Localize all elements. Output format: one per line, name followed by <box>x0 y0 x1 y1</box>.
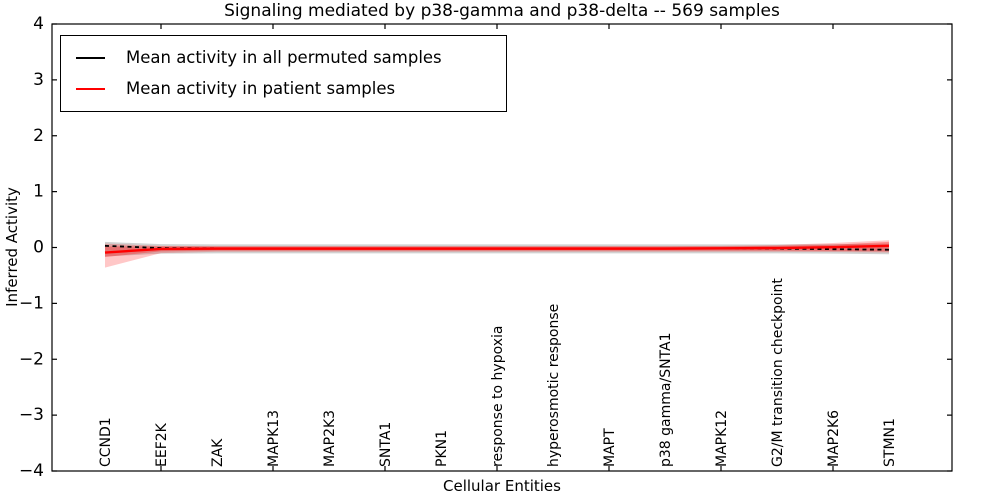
legend-item-patient: Mean activity in patient samples <box>61 73 506 104</box>
x-tick-label: STMN1 <box>882 418 898 467</box>
x-axis-label: Cellular Entities <box>443 477 561 495</box>
x-tick-label: ZAK <box>210 438 226 467</box>
x-tick-label: response to hypoxia <box>490 326 506 467</box>
x-tick-label: EEF2K <box>154 422 170 467</box>
x-tick-label: G2/M transition checkpoint <box>770 278 786 467</box>
x-tick-label: p38 gamma/SNTA1 <box>658 333 674 468</box>
x-tick-label: CCND1 <box>98 417 114 467</box>
y-tick-label: −1 <box>19 293 44 313</box>
series-line-patient <box>104 244 890 254</box>
x-tick-label: MAP2K6 <box>826 410 842 467</box>
legend-item-label: Mean activity in patient samples <box>126 79 396 98</box>
chart-title: Signaling mediated by p38-gamma and p38-… <box>224 1 780 21</box>
y-tick-label: 2 <box>33 126 44 146</box>
legend-item-label: Mean activity in all permuted samples <box>126 48 442 67</box>
y-tick-label: 4 <box>33 14 44 34</box>
legend: Mean activity in all permuted samples Me… <box>60 35 507 112</box>
y-tick-label: −3 <box>19 405 44 425</box>
legend-line-sample-permuted <box>76 56 105 59</box>
legend-item-permuted: Mean activity in all permuted samples <box>61 42 506 73</box>
x-tick-label: MAPK13 <box>266 410 282 467</box>
y-tick-label: 0 <box>33 238 44 258</box>
x-tick-label: PKN1 <box>434 430 450 467</box>
y-tick-label: −4 <box>19 461 44 481</box>
x-tick-label: MAPK12 <box>714 410 730 467</box>
y-tick-label: 3 <box>33 70 44 90</box>
y-tick-label: 1 <box>33 182 44 202</box>
y-tick-label: −2 <box>19 349 44 369</box>
band-patient-samples-range-outer <box>105 240 889 268</box>
x-tick-label: MAPT <box>602 428 618 467</box>
legend-line-sample-patient <box>76 87 105 90</box>
y-axis-label: Inferred Activity <box>3 187 21 307</box>
x-tick-label: hyperosmotic response <box>546 304 562 467</box>
x-tick-label: MAP2K3 <box>322 410 338 467</box>
x-tick-label: SNTA1 <box>378 422 394 467</box>
